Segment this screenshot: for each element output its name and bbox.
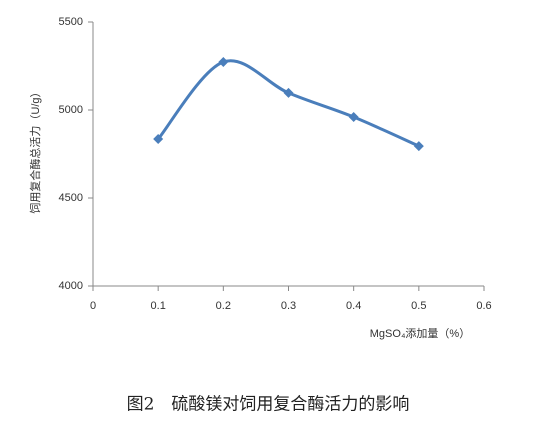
line-series: [157, 59, 420, 148]
y-tick-label: 4500: [59, 192, 83, 204]
x-tick-label: 0.5: [411, 300, 426, 312]
marker: [218, 56, 229, 67]
marker: [348, 112, 359, 123]
y-tick-label: 4000: [59, 280, 83, 292]
marker: [413, 141, 424, 152]
caption: 图2 硫酸镁对饲用复合酶活力的影响: [127, 395, 410, 415]
y-axis-label: 饲用复合酶总活力（U/g）: [28, 86, 42, 213]
x-tick-label: 0.3: [281, 300, 296, 312]
marker: [153, 134, 164, 145]
y-tick-label: 5500: [59, 16, 83, 28]
x-tick-label: 0.4: [346, 300, 361, 312]
y-tick-label: 5000: [59, 104, 83, 116]
marker: [283, 87, 294, 98]
x-tick-label: 0.1: [151, 300, 166, 312]
x-axis-label: MgSO₄添加量（%）: [370, 326, 470, 340]
x-tick-label: 0.2: [216, 300, 231, 312]
x-tick-label: 0: [90, 300, 96, 312]
x-tick-label: 0.6: [476, 300, 491, 312]
